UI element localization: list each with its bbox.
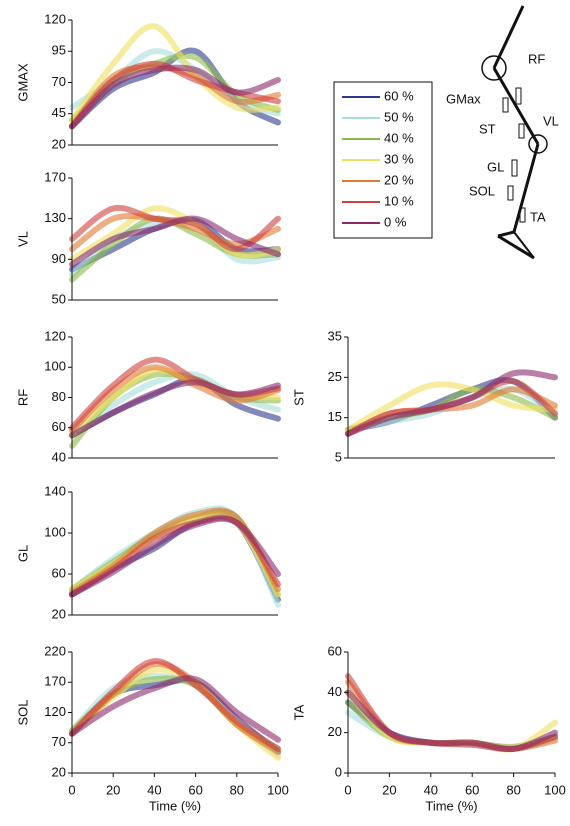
legend-label: 40 % [384,130,414,145]
y-tick-label: 60 [52,565,66,580]
y-tick-label: 120 [44,328,66,343]
diagram-label: VL [543,113,559,128]
y-tick-label: 60 [52,419,66,434]
y-tick-label: 80 [52,389,66,404]
legend-label: 10 % [384,193,414,208]
y-tick-label: 0 [335,764,342,779]
series-band [69,515,281,598]
legend: 60 % 50 % 40 % 30 % 20 % 10 % 0 % [342,88,414,229]
series-band [69,205,281,263]
y-tick-label: 95 [52,43,66,58]
y-tick-label: 100 [44,524,66,539]
y-tick-label: 20 [52,764,66,779]
series-band [345,381,558,433]
y-tick-label: 100 [44,359,66,374]
x-tick-label: 20 [382,782,396,797]
y-axis-label: GMAX [15,63,30,102]
y-tick-label: 20 [328,724,342,739]
y-tick-label: 140 [44,483,66,498]
x-tick-label: 80 [506,782,520,797]
series-band [345,689,558,753]
y-tick-label: 170 [44,674,66,689]
series-band [69,64,281,130]
diagram-label: RF [528,51,545,66]
axes [71,492,278,616]
y-tick-label: 170 [44,169,66,184]
legend-label: 30 % [384,151,414,166]
y-tick-label: 40 [52,449,66,464]
y-axis-label: RF [15,389,30,406]
axes [347,652,555,774]
legend-label: 20 % [384,172,414,187]
series-band [69,23,281,123]
diagram-label: SOL [469,183,495,198]
y-tick-label: 90 [52,251,66,266]
y-tick-label: 130 [44,210,66,225]
diagram-label: TA [530,209,546,224]
series-band [69,364,281,434]
y-tick-label: 120 [44,704,66,719]
x-tick-label: 60 [188,782,202,797]
series-band [345,369,558,437]
y-tick-label: 40 [328,684,342,699]
diagram-label: GL [487,159,504,174]
leg-diagram [481,5,548,260]
x-tick-label: 40 [147,782,161,797]
x-tick-label: 20 [106,782,120,797]
diagram-label: GMax [446,91,481,106]
series-band [345,673,558,753]
y-axis-label: VL [15,231,30,247]
x-tick-label: 0 [68,782,75,797]
y-tick-label: 45 [52,105,66,120]
x-tick-label: 100 [267,782,289,797]
y-tick-label: 15 [328,409,342,424]
x-tick-label: 0 [344,782,351,797]
y-tick-label: 20 [52,606,66,621]
y-tick-label: 50 [52,291,66,306]
series-band [69,379,281,439]
x-axis-label: Time (%) [149,798,201,813]
series-band [69,658,281,752]
y-axis-label: TA [291,704,306,720]
series-band [345,679,558,752]
x-tick-label: 100 [544,782,566,797]
x-axis-label: Time (%) [425,798,477,813]
y-tick-label: 70 [52,74,66,89]
y-tick-label: 5 [335,449,342,464]
legend-label: 50 % [384,109,414,124]
y-axis-label: GL [15,545,30,562]
x-tick-label: 60 [465,782,479,797]
y-tick-label: 35 [328,328,342,343]
y-axis-label: ST [291,389,306,406]
y-tick-label: 25 [328,369,342,384]
legend-label: 0 % [384,214,407,229]
y-tick-label: 120 [44,11,66,26]
y-axis-label: SOL [15,699,30,725]
y-tick-label: 20 [52,136,66,151]
y-tick-label: 220 [44,643,66,658]
diagram-labels: RF GMax ST VL GL SOL TA [446,51,559,224]
y-tick-label: 70 [52,734,66,749]
legend-label: 60 % [384,88,414,103]
series-band [69,215,281,268]
x-tick-label: 40 [424,782,438,797]
x-tick-label: 80 [230,782,244,797]
y-tick-label: 60 [328,643,342,658]
diagram-label: ST [479,121,496,136]
series-band [69,675,281,743]
